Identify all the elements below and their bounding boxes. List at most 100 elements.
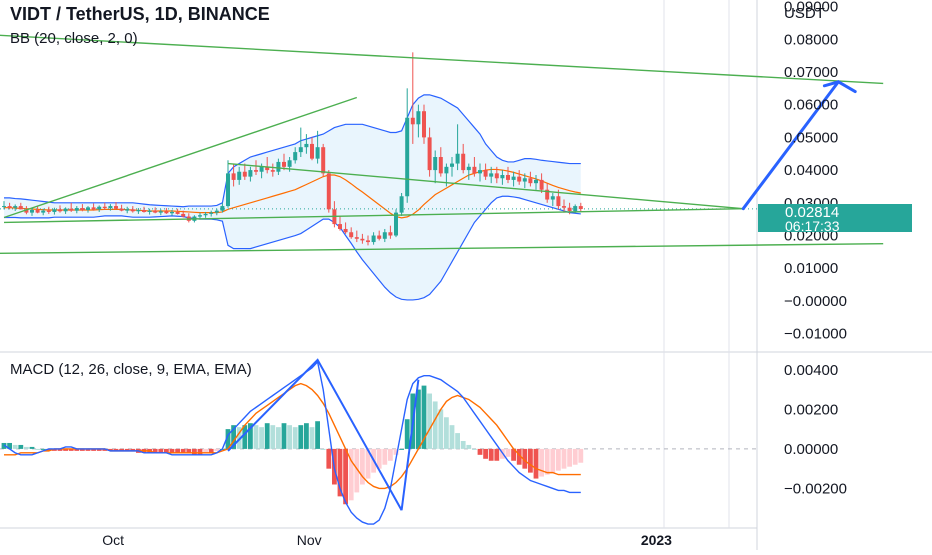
macd-drawn-line[interactable] (400, 379, 420, 511)
candle[interactable] (545, 183, 550, 203)
candle[interactable] (478, 163, 482, 182)
candle[interactable] (203, 211, 208, 218)
candle[interactable] (158, 209, 163, 216)
candle[interactable] (511, 171, 516, 187)
candle[interactable] (58, 205, 62, 213)
candle[interactable] (63, 207, 68, 214)
candle[interactable] (304, 134, 309, 154)
candle[interactable] (388, 225, 393, 239)
candle[interactable] (416, 104, 421, 138)
candle[interactable] (433, 150, 438, 184)
candle[interactable] (119, 204, 124, 212)
candle[interactable] (578, 202, 583, 212)
candle[interactable] (97, 205, 102, 212)
candle[interactable] (142, 206, 146, 213)
candle[interactable] (562, 199, 566, 213)
candle[interactable] (472, 157, 477, 177)
candle[interactable] (91, 203, 96, 211)
candle[interactable] (483, 163, 488, 180)
candle[interactable] (354, 230, 359, 243)
candle[interactable] (338, 215, 342, 231)
candle[interactable] (102, 202, 107, 210)
candle[interactable] (455, 124, 460, 171)
candle[interactable] (248, 166, 253, 182)
candle[interactable] (438, 147, 443, 177)
candle[interactable] (130, 206, 135, 213)
candle[interactable] (321, 143, 326, 177)
candle[interactable] (175, 208, 180, 215)
candle[interactable] (237, 166, 242, 185)
candle[interactable] (265, 157, 270, 174)
trend-line[interactable] (0, 242, 884, 255)
candle[interactable] (326, 170, 331, 213)
candle[interactable] (7, 202, 12, 210)
candle[interactable] (52, 207, 57, 215)
candle[interactable] (69, 202, 74, 212)
candle[interactable] (371, 232, 376, 245)
candle[interactable] (226, 160, 230, 208)
candle[interactable] (164, 208, 169, 214)
candle[interactable] (136, 208, 141, 214)
candle[interactable] (466, 163, 471, 180)
candle[interactable] (86, 206, 90, 213)
candle[interactable] (254, 160, 258, 175)
price-pane[interactable] (0, 34, 884, 301)
candle[interactable] (539, 173, 544, 193)
candle[interactable] (405, 88, 410, 203)
trend-line[interactable] (0, 34, 884, 85)
candle[interactable] (517, 170, 522, 185)
candle[interactable] (461, 143, 466, 174)
candle[interactable] (366, 235, 370, 246)
price-axis[interactable]: 0.09000 0.08000 0.07000 0.06000 0.05000 0.040… (784, 0, 847, 497)
candle[interactable] (310, 137, 314, 161)
candle[interactable] (315, 130, 320, 164)
candle[interactable] (550, 192, 555, 207)
candle[interactable] (220, 202, 225, 213)
candle[interactable] (30, 207, 34, 216)
candle[interactable] (349, 227, 354, 239)
projection-arrow-line[interactable] (741, 80, 840, 211)
candle[interactable] (534, 175, 538, 190)
candle[interactable] (209, 210, 214, 217)
candle[interactable] (41, 208, 46, 216)
candle[interactable] (494, 166, 499, 184)
candle[interactable] (147, 208, 152, 215)
candle[interactable] (343, 222, 348, 234)
projection-arrow-head[interactable] (822, 80, 857, 94)
candle[interactable] (422, 104, 426, 144)
candle[interactable] (170, 210, 174, 216)
candle[interactable] (506, 166, 510, 184)
candle[interactable] (80, 204, 85, 212)
candle[interactable] (500, 170, 505, 185)
candle[interactable] (153, 207, 158, 214)
candle[interactable] (181, 210, 186, 218)
candle[interactable] (522, 173, 527, 189)
trend-line[interactable] (3, 207, 744, 224)
candle[interactable] (114, 202, 118, 210)
candle[interactable] (18, 202, 23, 210)
candle[interactable] (125, 206, 130, 214)
candle[interactable] (2, 201, 6, 210)
candle[interactable] (276, 158, 281, 175)
candle[interactable] (270, 163, 275, 177)
candle[interactable] (450, 157, 454, 177)
candle[interactable] (528, 171, 533, 187)
candle[interactable] (74, 206, 79, 214)
candle[interactable] (360, 233, 365, 244)
candle[interactable] (377, 230, 382, 241)
candle[interactable] (410, 52, 415, 144)
candle[interactable] (46, 206, 51, 214)
candle[interactable] (282, 153, 286, 171)
candle[interactable] (427, 127, 432, 177)
candle[interactable] (35, 206, 40, 214)
candle[interactable] (242, 163, 247, 180)
candle[interactable] (489, 166, 494, 184)
candle[interactable] (382, 228, 387, 243)
candle[interactable] (399, 192, 404, 216)
trend-line[interactable] (3, 96, 358, 219)
candle[interactable] (293, 147, 298, 164)
candle[interactable] (13, 204, 18, 211)
time-axis[interactable]: Oct Nov 2023 (102, 532, 672, 548)
